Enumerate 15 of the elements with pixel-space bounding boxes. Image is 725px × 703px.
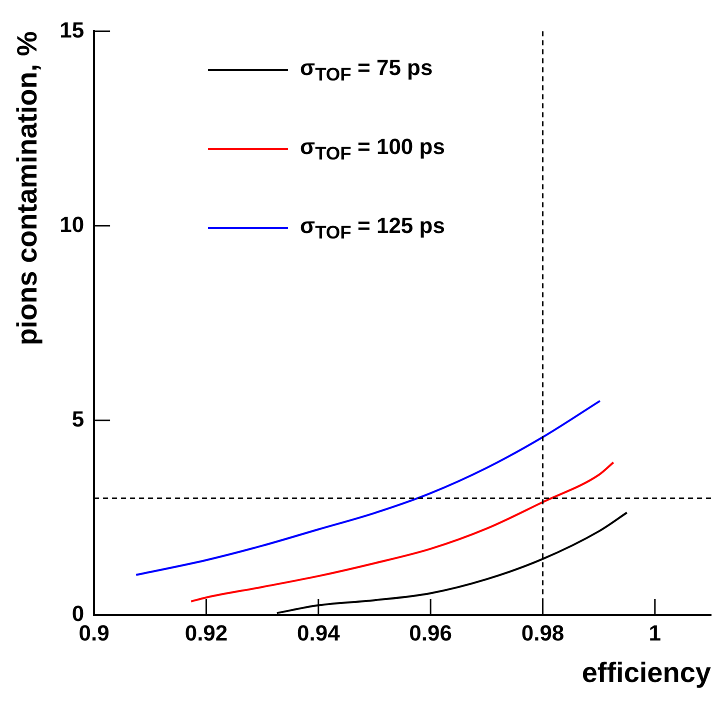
y-tick-label: 10	[60, 212, 84, 237]
y-axis-title: pions contamination, %	[12, 31, 43, 346]
legend-label: σ$_{TOF}$ = 125 ps	[300, 212, 445, 244]
x-tick-label: 1	[648, 620, 662, 646]
x-tick-label: 0.96	[409, 620, 452, 646]
legend-label: σ$_{TOF}$ = 75 ps	[300, 54, 433, 86]
x-tick-label: 0.94	[296, 620, 341, 646]
line-series	[190, 461, 614, 602]
legend-label: σ$_{TOF}$ = 100 ps	[300, 134, 445, 164]
line-series	[135, 400, 601, 576]
y-tick-label: 5	[72, 406, 84, 432]
x-tick-label: 0.98	[521, 620, 564, 646]
x-axis-title: efficiency	[582, 656, 712, 688]
x-tick-label: 0.92	[184, 620, 228, 646]
y-tick-label: 15	[60, 17, 84, 42]
